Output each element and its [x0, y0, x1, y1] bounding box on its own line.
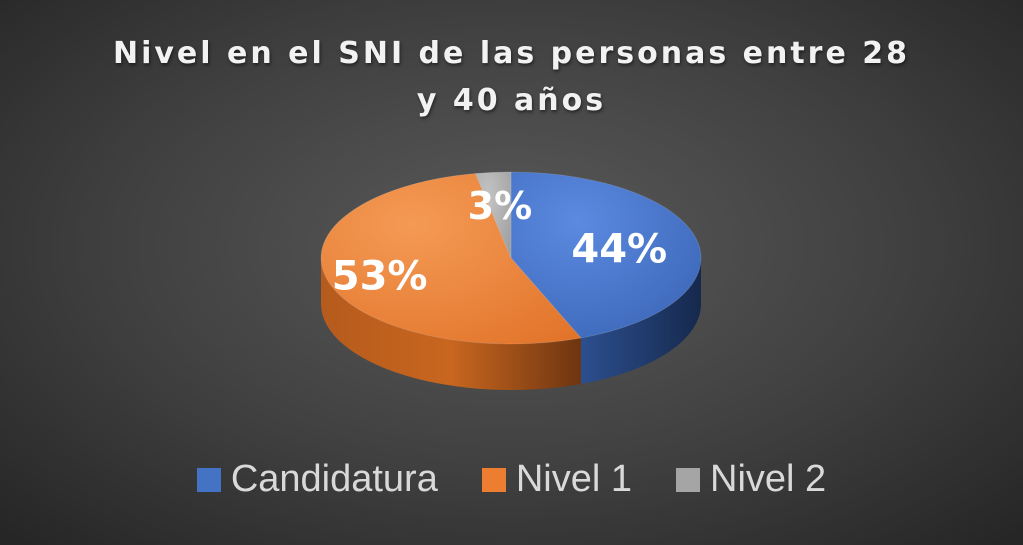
legend-item-nivel-2: Nivel 2: [676, 458, 826, 501]
legend-item-candidatura: Candidatura: [196, 458, 438, 501]
legend-swatch-nivel-2: [676, 467, 701, 492]
pie-slice-candidatura: [510, 171, 702, 339]
data-label-nivel-2: 3%: [468, 184, 533, 228]
pie-slice-nivel-2: [474, 171, 512, 259]
data-label-nivel-1: 53%: [332, 253, 428, 299]
chart-title: Nivel en el SNI de las personas entre 28…: [0, 30, 1023, 124]
legend-label-candidatura: Candidatura: [230, 458, 438, 500]
legend-item-nivel-1: Nivel 1: [481, 458, 633, 501]
chart-title-line-1: Nivel en el SNI de las personas entre 28: [112, 36, 911, 71]
legend-swatch-nivel-1: [481, 467, 506, 492]
chart-title-line-2: y 40 años: [416, 83, 607, 118]
legend-swatch-candidatura: [196, 467, 221, 492]
pie-slice-nivel-1: [320, 173, 582, 345]
pie-side-candidatura: [580, 258, 701, 384]
legend: Candidatura Nivel 1 Nivel 2: [0, 458, 1023, 501]
data-label-candidatura: 44%: [571, 227, 667, 273]
pie-side-nivel-1: [321, 258, 581, 390]
legend-label-nivel-2: Nivel 2: [710, 458, 827, 500]
legend-label-nivel-1: Nivel 1: [515, 458, 633, 500]
